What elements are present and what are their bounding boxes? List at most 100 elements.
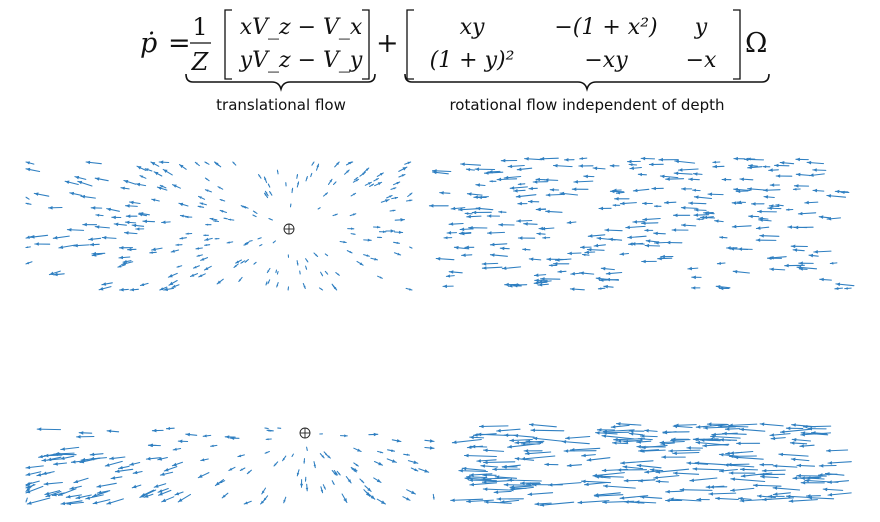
flow-arrow xyxy=(57,488,77,497)
flow-arrow xyxy=(470,444,488,449)
flow-arrow xyxy=(34,242,51,246)
flow-arrow xyxy=(302,282,306,290)
flow-arrow xyxy=(317,207,321,210)
flow-arrow xyxy=(825,448,849,453)
flow-arrow xyxy=(313,252,319,258)
flow-arrow xyxy=(638,448,660,453)
flow-arrow xyxy=(492,467,521,472)
translational-flow-field-top xyxy=(25,160,413,292)
flow-arrow xyxy=(716,261,726,265)
flow-arrow xyxy=(707,192,724,196)
flow-arrow xyxy=(466,499,494,504)
flow-arrow xyxy=(335,272,340,276)
flow-arrow xyxy=(584,481,608,487)
flow-arrow xyxy=(768,168,779,172)
flow-arrow xyxy=(481,262,499,266)
flow-arrow xyxy=(767,494,785,499)
flow-arrow xyxy=(808,253,819,258)
flow-arrow xyxy=(597,287,606,290)
flow-arrow xyxy=(528,186,538,191)
flow-arrow xyxy=(197,472,210,479)
matrix-r2c2: −xy xyxy=(584,48,628,73)
flow-arrow xyxy=(641,259,657,264)
flow-arrow xyxy=(151,428,164,433)
flow-arrow xyxy=(670,438,691,443)
flow-arrow xyxy=(778,452,809,457)
flow-arrow xyxy=(431,170,449,175)
flow-arrow xyxy=(826,194,847,198)
flow-arrow xyxy=(393,252,402,256)
flow-arrow xyxy=(376,498,386,505)
flow-arrow xyxy=(772,464,798,468)
flow-arrow xyxy=(176,265,183,268)
flow-arrow xyxy=(644,243,661,248)
flow-arrow xyxy=(609,164,620,168)
flow-arrow xyxy=(482,487,510,491)
flow-arrow xyxy=(156,186,168,191)
flow-arrow xyxy=(542,236,551,240)
flow-arrow xyxy=(289,203,292,208)
flow-arrow xyxy=(787,225,808,229)
flow-arrow xyxy=(336,470,341,476)
flow-arrow xyxy=(757,209,777,214)
flow-arrow xyxy=(730,477,766,483)
flow-arrow xyxy=(246,469,252,475)
flow-arrow xyxy=(153,483,167,488)
flow-arrow xyxy=(368,432,379,437)
flow-arrow xyxy=(718,286,730,291)
flow-arrow xyxy=(688,177,700,182)
flow-arrow xyxy=(129,288,139,292)
flow-arrow xyxy=(44,490,61,496)
flow-arrow xyxy=(527,199,540,204)
flow-arrow xyxy=(390,187,397,190)
flow-arrow xyxy=(443,236,453,240)
flow-arrow xyxy=(623,439,639,444)
left-bracket-translational xyxy=(224,9,232,80)
flow-arrow xyxy=(653,204,662,208)
flow-arrow xyxy=(263,495,269,502)
flow-arrow xyxy=(161,220,171,224)
flow-arrow xyxy=(686,446,704,450)
rotational-underbrace xyxy=(404,73,770,92)
translational-row-1: xV_z − V_x xyxy=(240,15,363,40)
flow-arrow xyxy=(475,206,494,211)
flow-arrow xyxy=(402,496,411,501)
flow-arrow xyxy=(296,181,300,188)
flow-arrow xyxy=(277,427,282,429)
flow-arrow xyxy=(459,227,474,232)
flow-arrow xyxy=(482,448,505,453)
flow-arrow xyxy=(172,184,181,189)
translational-underbrace xyxy=(185,73,376,92)
flow-arrow xyxy=(364,181,372,186)
flow-arrow xyxy=(792,187,801,191)
flow-arrow xyxy=(644,429,658,433)
flow-arrow xyxy=(120,186,130,190)
flow-arrow xyxy=(60,500,83,506)
flow-arrow xyxy=(210,444,218,448)
flow-arrow xyxy=(768,204,780,208)
flow-arrow xyxy=(586,247,605,252)
flow-arrow xyxy=(632,188,650,193)
flow-arrow xyxy=(693,208,707,212)
flow-arrow xyxy=(592,166,606,171)
flow-arrow xyxy=(276,270,279,275)
flow-arrow xyxy=(673,171,693,176)
flow-arrow xyxy=(223,217,228,220)
flow-arrow xyxy=(237,454,245,458)
flow-arrow xyxy=(708,492,737,496)
flow-arrow xyxy=(478,424,509,429)
plus-sign: + xyxy=(376,28,399,59)
flow-arrow xyxy=(282,455,287,462)
flow-arrow xyxy=(612,203,621,207)
flow-arrow xyxy=(332,213,338,217)
flow-arrow xyxy=(674,423,697,428)
flow-arrow xyxy=(269,190,273,196)
flow-arrow xyxy=(649,468,664,472)
flow-arrow xyxy=(145,456,161,461)
flow-arrow xyxy=(373,460,384,466)
flow-arrow xyxy=(66,501,84,506)
flow-arrow xyxy=(373,177,379,182)
flow-arrow xyxy=(737,247,753,251)
flow-arrow xyxy=(257,173,262,179)
